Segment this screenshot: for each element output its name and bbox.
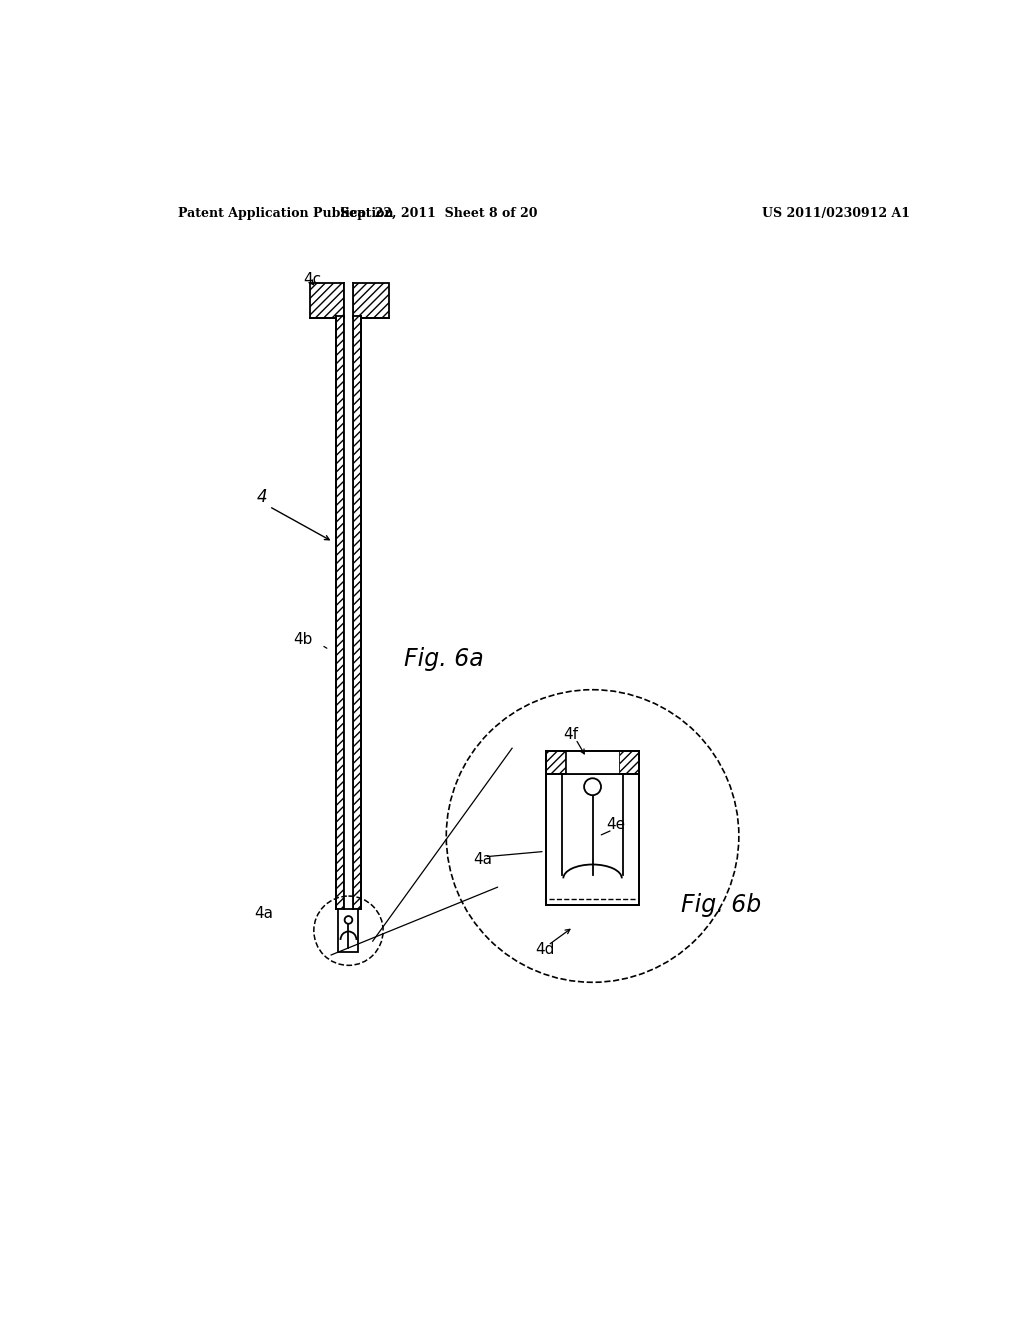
Polygon shape	[353, 284, 388, 318]
Text: 4: 4	[257, 488, 267, 506]
Text: 4f: 4f	[563, 727, 579, 742]
Text: 4a: 4a	[473, 851, 493, 867]
Polygon shape	[344, 317, 353, 909]
Polygon shape	[618, 751, 639, 775]
Polygon shape	[339, 909, 358, 952]
Text: Fig. 6a: Fig. 6a	[403, 647, 483, 671]
Text: Patent Application Publication: Patent Application Publication	[178, 207, 394, 220]
Text: 4e: 4e	[606, 817, 626, 832]
Polygon shape	[353, 317, 360, 909]
Polygon shape	[310, 284, 344, 318]
Text: Sep. 22, 2011  Sheet 8 of 20: Sep. 22, 2011 Sheet 8 of 20	[340, 207, 538, 220]
Text: Fig. 6b: Fig. 6b	[681, 894, 762, 917]
Text: US 2011/0230912 A1: US 2011/0230912 A1	[762, 207, 910, 220]
Circle shape	[584, 779, 601, 795]
Polygon shape	[547, 751, 639, 906]
Circle shape	[345, 916, 352, 924]
Polygon shape	[547, 751, 566, 775]
Text: 4d: 4d	[535, 942, 554, 957]
Text: 4c: 4c	[303, 272, 322, 286]
Polygon shape	[566, 751, 618, 775]
Text: 4b: 4b	[294, 632, 313, 647]
Text: 4a: 4a	[254, 906, 272, 920]
Polygon shape	[336, 317, 344, 909]
Polygon shape	[344, 284, 353, 318]
